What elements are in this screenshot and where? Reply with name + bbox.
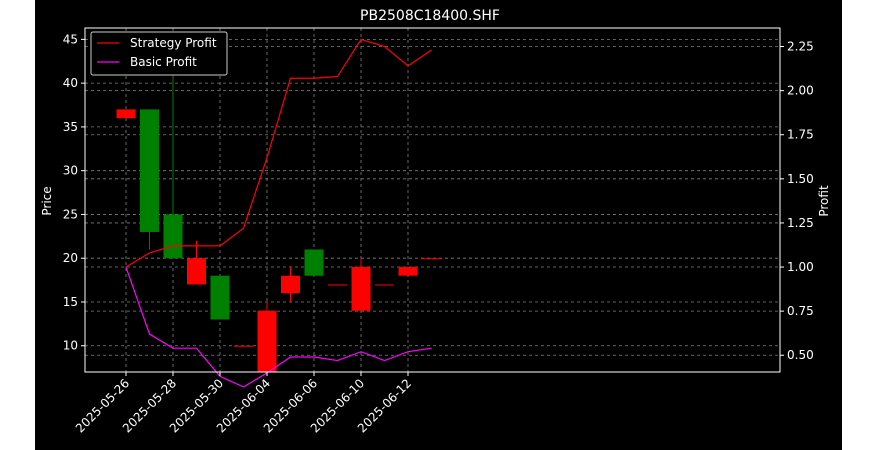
candle-body	[163, 214, 183, 259]
candle-body	[234, 345, 253, 347]
candle-body	[328, 284, 347, 286]
basic-profit-line	[125, 266, 432, 388]
legend-label-basic: Basic Profit	[130, 55, 197, 69]
y-tick-label-right: 0.50	[787, 348, 814, 362]
y-tick-label-left: 45	[63, 32, 78, 46]
y-tick-label-left: 30	[63, 164, 78, 178]
candle-body	[422, 258, 441, 260]
candlestick-chart: PB2508C18400.SHF Price Profit 10 15 20 25 30…	[40, 8, 831, 435]
y-axis-right-label: Profit	[817, 185, 831, 217]
candle-body	[351, 266, 371, 311]
strategy-profit-line	[125, 38, 432, 268]
y-tick-label-left: 20	[63, 251, 78, 265]
y-tick-label-right: 1.25	[787, 216, 814, 230]
y-tick-label-left: 15	[63, 295, 78, 309]
chart-title: PB2508C18400.SHF	[360, 8, 500, 24]
candle-body	[398, 266, 418, 276]
candle-body	[210, 275, 230, 320]
legend-box	[90, 31, 228, 76]
candle-body	[257, 310, 277, 372]
candle-body	[375, 284, 394, 286]
y-tick-label-right: 0.75	[787, 304, 814, 318]
candle-body	[187, 258, 206, 285]
candle-body	[116, 109, 136, 119]
y-tick-label-left: 35	[63, 120, 78, 134]
y-tick-label-right: 1.50	[787, 172, 814, 186]
grid-lines	[85, 28, 780, 372]
y-tick-label-right: 1.00	[787, 260, 814, 274]
legend: Strategy Profit Basic Profit	[90, 31, 228, 76]
y-tick-label-left: 25	[63, 207, 78, 221]
legend-label-strategy: Strategy Profit	[130, 36, 217, 50]
profit-lines	[125, 38, 432, 388]
candle-body	[304, 249, 324, 276]
axes-frame	[84, 27, 781, 373]
candle-body	[281, 275, 300, 294]
y-tick-label-left: 40	[63, 76, 78, 90]
candles	[116, 65, 441, 372]
y-tick-label-left: 10	[63, 339, 78, 353]
y-tick-label-right: 2.00	[787, 84, 814, 98]
candle-body	[140, 109, 159, 232]
y-tick-label-right: 1.75	[787, 128, 814, 142]
y-axis-left-label: Price	[40, 186, 54, 215]
chart-canvas: PB2508C18400.SHF Price Profit 10 15 20 25 30…	[35, 0, 842, 450]
y-tick-label-right: 2.25	[787, 40, 814, 54]
